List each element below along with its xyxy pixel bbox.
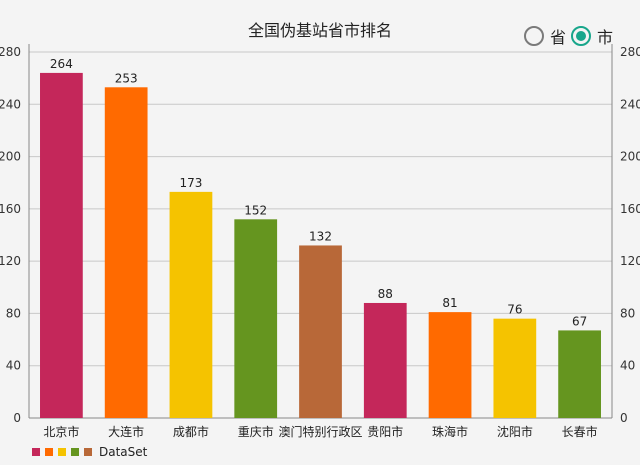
x-tick-label: 北京市 [43, 424, 79, 439]
x-tick-label: 大连市 [108, 424, 144, 439]
y-tick-label-right: 40 [620, 359, 635, 373]
city-radio-label: 市 [597, 28, 614, 47]
city-radio[interactable]: 市 [571, 24, 613, 48]
x-tick-label: 成都市 [173, 424, 209, 439]
radio-unchecked-icon [524, 26, 544, 46]
bar-value-label: 132 [309, 229, 332, 243]
bar [169, 191, 213, 418]
y-tick-label-right: 0 [620, 411, 628, 425]
bar [428, 312, 472, 418]
bar-value-label: 253 [115, 71, 138, 85]
y-tick-label-left: 200 [0, 150, 21, 164]
bar [104, 87, 148, 419]
y-tick-label-left: 0 [13, 411, 21, 425]
y-tick-label-right: 120 [620, 254, 640, 268]
bar-value-label: 264 [50, 57, 73, 71]
bar-value-label: 67 [572, 314, 587, 328]
x-tick-label: 沈阳市 [497, 424, 533, 439]
x-tick-label: 贵阳市 [367, 424, 403, 439]
legend-swatch [32, 448, 40, 456]
legend-swatch [58, 448, 66, 456]
y-tick-label-right: 280 [620, 45, 640, 59]
bar [363, 302, 407, 418]
y-tick-label-left: 240 [0, 97, 21, 111]
legend-swatch [45, 448, 53, 456]
bar [299, 245, 342, 418]
y-tick-label-right: 80 [620, 306, 635, 320]
x-tick-label: 重庆市 [238, 424, 274, 439]
y-tick-label-right: 200 [620, 150, 640, 164]
bar [558, 330, 601, 418]
bar [40, 72, 83, 419]
legend-swatch [71, 448, 79, 456]
province-radio-label: 省 [550, 28, 567, 47]
x-tick-label: 珠海市 [432, 424, 468, 439]
legend: DataSet [32, 445, 147, 459]
chart-title: 全国伪基站省市排名 [247, 21, 392, 40]
bar [234, 219, 278, 418]
x-tick-label: 澳门特别行政区 [278, 424, 362, 439]
x-tick-label: 长春市 [562, 424, 598, 439]
y-tick-label-left: 40 [6, 359, 21, 373]
bar [493, 318, 537, 418]
y-tick-label-right: 160 [620, 202, 640, 216]
y-tick-label-right: 240 [620, 97, 640, 111]
y-tick-label-left: 80 [6, 306, 21, 320]
bar-value-label: 76 [507, 303, 522, 317]
province-radio[interactable]: 省 [524, 24, 566, 48]
y-tick-label-left: 280 [0, 45, 21, 59]
bar-value-label: 152 [244, 203, 267, 217]
radio-checked-icon [571, 26, 591, 46]
bar-value-label: 173 [179, 176, 202, 190]
y-tick-label-left: 160 [0, 202, 21, 216]
bar-value-label: 88 [378, 287, 393, 301]
y-tick-label-left: 120 [0, 254, 21, 268]
legend-label: DataSet [99, 445, 148, 459]
bar-value-label: 81 [442, 296, 457, 310]
legend-swatch [84, 448, 92, 456]
